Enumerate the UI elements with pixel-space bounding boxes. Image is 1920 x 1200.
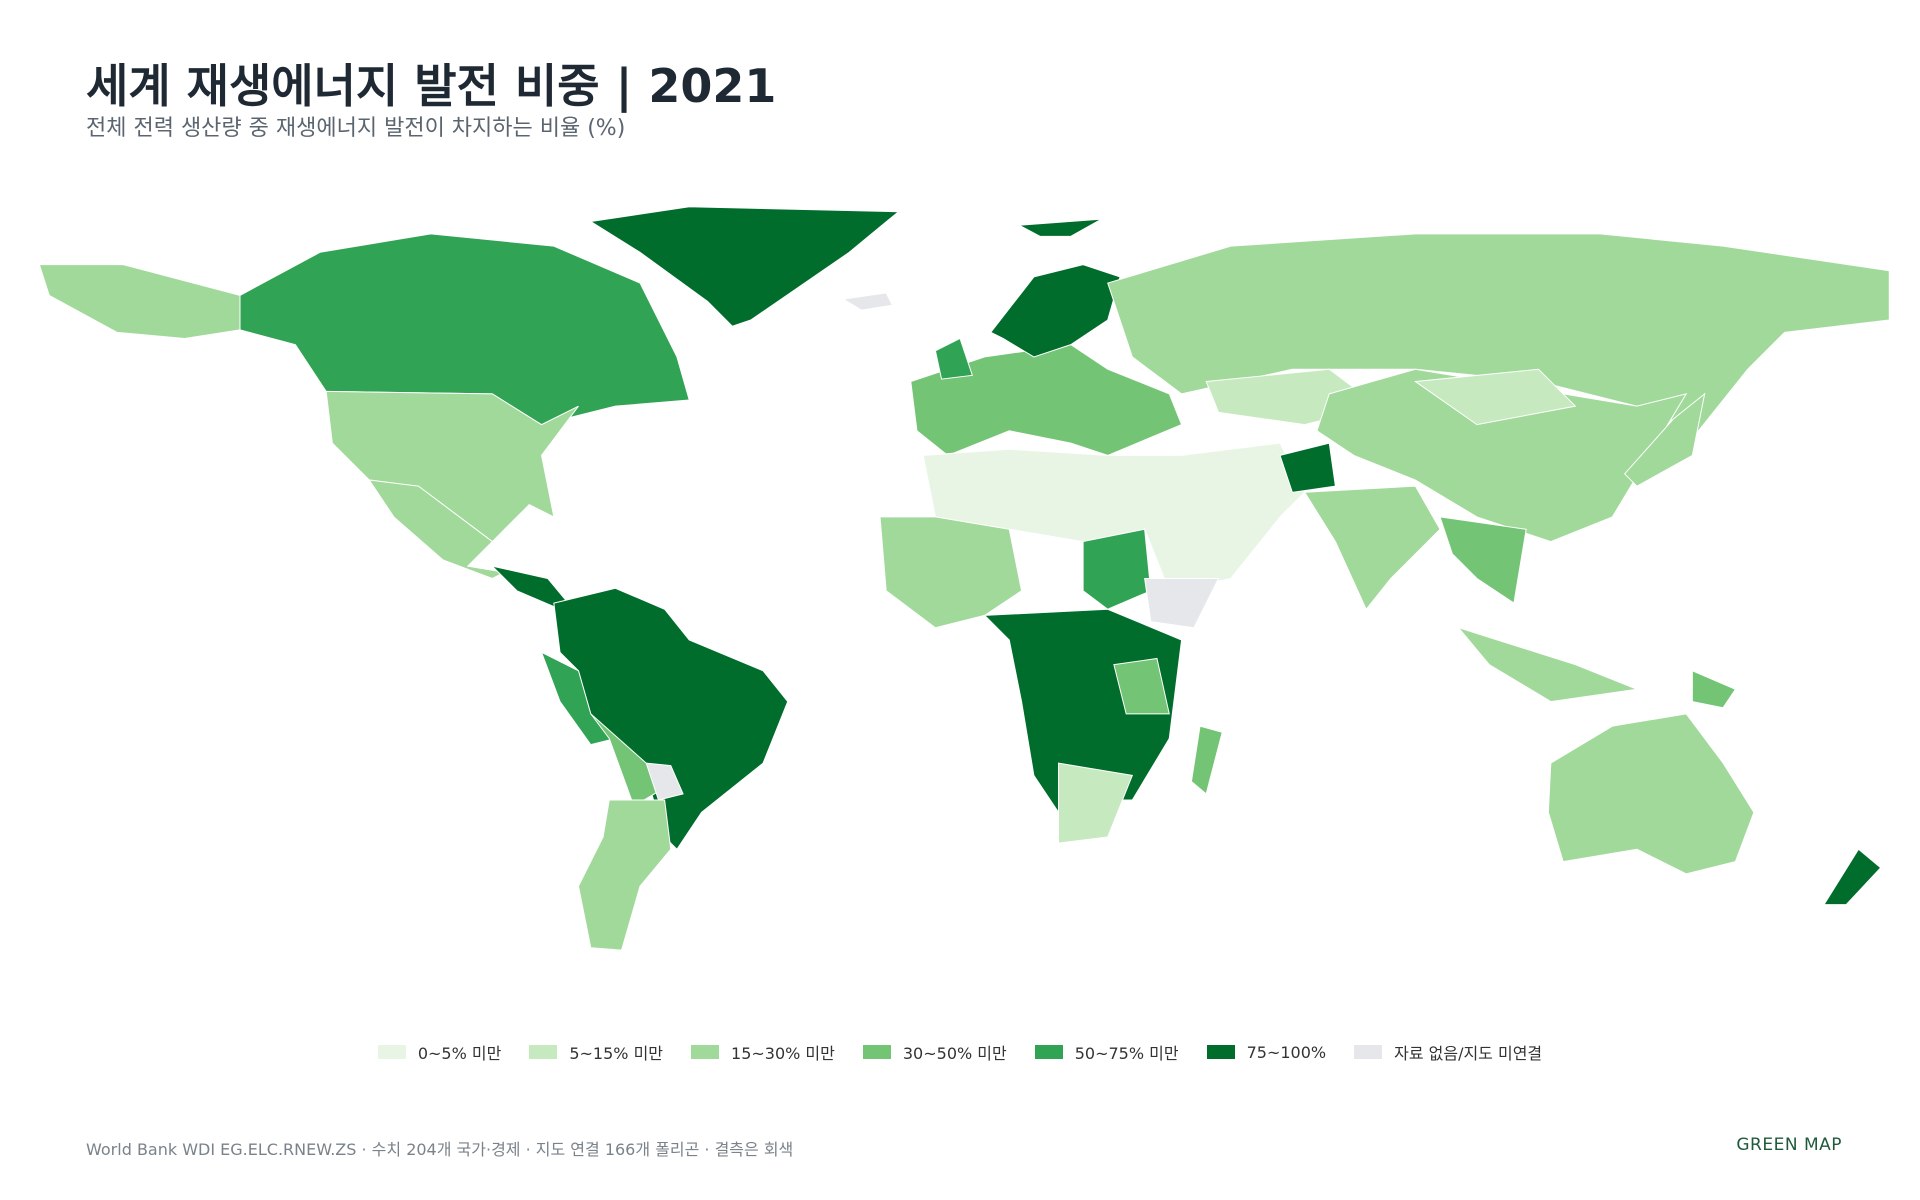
legend-swatch: [377, 1045, 406, 1059]
region: [879, 516, 1023, 629]
legend-label: 50~75% 미만: [1074, 1044, 1179, 1063]
source-note: World Bank WDI EG.ELC.RNEW.ZS · 수치 204개 …: [86, 1140, 794, 1159]
brand: GREEN MAP: [1736, 1135, 1842, 1155]
region: [577, 799, 672, 951]
legend-label: 자료 없음/지도 미연결: [1394, 1044, 1543, 1063]
region: [1414, 368, 1577, 426]
region: [1623, 392, 1706, 487]
legend-item: 15~30% 미만: [691, 1040, 835, 1064]
region: [1823, 848, 1882, 906]
legend-label: 75~100%: [1246, 1042, 1327, 1062]
world-map: [38, 206, 1890, 951]
legend-item: 5~15% 미만: [529, 1040, 663, 1064]
legend: 0~5% 미만 5~15% 미만 15~30% 미만 30~50% 미만 50~75% …: [0, 1040, 1920, 1064]
region: [1303, 485, 1441, 611]
legend-label: 15~30% 미만: [731, 1044, 835, 1063]
region: [934, 337, 973, 380]
legend-swatch: [691, 1045, 720, 1059]
region: [1457, 626, 1639, 703]
title: 세계 재생에너지 발전 비중 | 2021: [86, 59, 777, 113]
region: [325, 390, 579, 543]
region: [922, 442, 1306, 592]
region: [1017, 218, 1102, 237]
subtitle: 전체 전력 생산량 중 재생에너지 발전이 차지하는 비율 (%): [86, 116, 626, 141]
region: [1190, 725, 1223, 795]
region: [1057, 762, 1134, 844]
legend-label: 0~5% 미만: [417, 1044, 502, 1063]
region: [38, 264, 241, 339]
legend-swatch: [1354, 1045, 1383, 1059]
region: [645, 762, 684, 801]
legend-swatch: [1206, 1045, 1235, 1059]
legend-item: 75~100%: [1206, 1040, 1327, 1064]
region: [990, 264, 1121, 358]
region: [1547, 713, 1755, 875]
legend-item: 50~75% 미만: [1034, 1040, 1179, 1064]
region: [239, 233, 690, 426]
region: [1144, 577, 1220, 629]
legend-label: 5~15% 미만: [569, 1044, 664, 1063]
region: [1113, 657, 1170, 715]
legend-swatch: [529, 1045, 558, 1059]
region: [1279, 442, 1336, 493]
region: [1439, 516, 1527, 604]
countries: [38, 206, 1890, 951]
region: [590, 713, 666, 807]
region: [1691, 670, 1737, 709]
region: [1082, 528, 1152, 610]
legend-swatch: [1034, 1045, 1063, 1059]
legend-item: 자료 없음/지도 미연결: [1354, 1040, 1542, 1064]
legend-item: 30~50% 미만: [862, 1040, 1007, 1064]
legend-swatch: [862, 1045, 891, 1059]
region: [841, 292, 894, 311]
legend-item: 0~5% 미만: [377, 1040, 502, 1064]
region: [1316, 368, 1688, 543]
region: [589, 206, 900, 327]
legend-label: 30~50% 미만: [902, 1044, 1007, 1063]
